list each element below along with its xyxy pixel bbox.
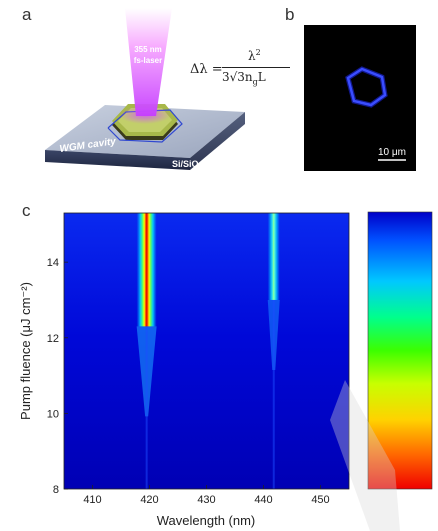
lasing-peak xyxy=(136,213,157,327)
delta-lambda-formula: Δλ = λ2 3√3ngL xyxy=(190,48,320,92)
laser-type-text: fs-laser xyxy=(134,56,162,65)
peak-trace xyxy=(272,299,275,489)
x-tick-label: 410 xyxy=(83,494,101,506)
panel-label-a: a xyxy=(22,5,32,24)
x-axis-title: Wavelength (nm) xyxy=(157,513,256,528)
y-tick-label: 12 xyxy=(47,333,59,345)
heatmap-plot-area xyxy=(64,213,349,489)
y-tick-label: 10 xyxy=(47,408,59,420)
panel-label-c: c xyxy=(22,201,31,220)
fraction-bar xyxy=(222,67,290,68)
x-tick-label: 450 xyxy=(311,494,329,506)
y-tick-label: 14 xyxy=(47,257,59,269)
lasing-peak xyxy=(267,213,280,300)
watermark-shape xyxy=(330,380,400,531)
x-axis: 410 420 430 440 450 xyxy=(83,485,330,506)
peaks-layer xyxy=(136,213,280,489)
colorbar-frame xyxy=(367,211,433,490)
panel-label-b: b xyxy=(285,5,295,24)
peak-trace xyxy=(145,326,148,489)
formula-numerator: λ2 xyxy=(248,48,261,63)
scale-bar-label: 10 μm xyxy=(378,147,406,158)
formula-denominator: 3√3ngL xyxy=(222,70,266,87)
formula-lhs: Δλ = xyxy=(190,62,223,77)
colorbar xyxy=(368,212,432,489)
x-tick-label: 420 xyxy=(140,494,158,506)
y-axis: 8 10 12 14 xyxy=(47,257,68,496)
y-tick-label: 8 xyxy=(53,484,59,496)
x-tick-label: 430 xyxy=(197,494,215,506)
substrate-label: Si/SiO2 xyxy=(172,159,203,171)
y-axis-title: Pump fluence (μJ cm⁻²) xyxy=(18,282,33,420)
fluorescence-image: 10 μm xyxy=(304,25,416,171)
laser-wavelength-text: 355 nm xyxy=(134,45,162,54)
laser-beam xyxy=(119,8,172,124)
x-tick-label: 440 xyxy=(254,494,272,506)
